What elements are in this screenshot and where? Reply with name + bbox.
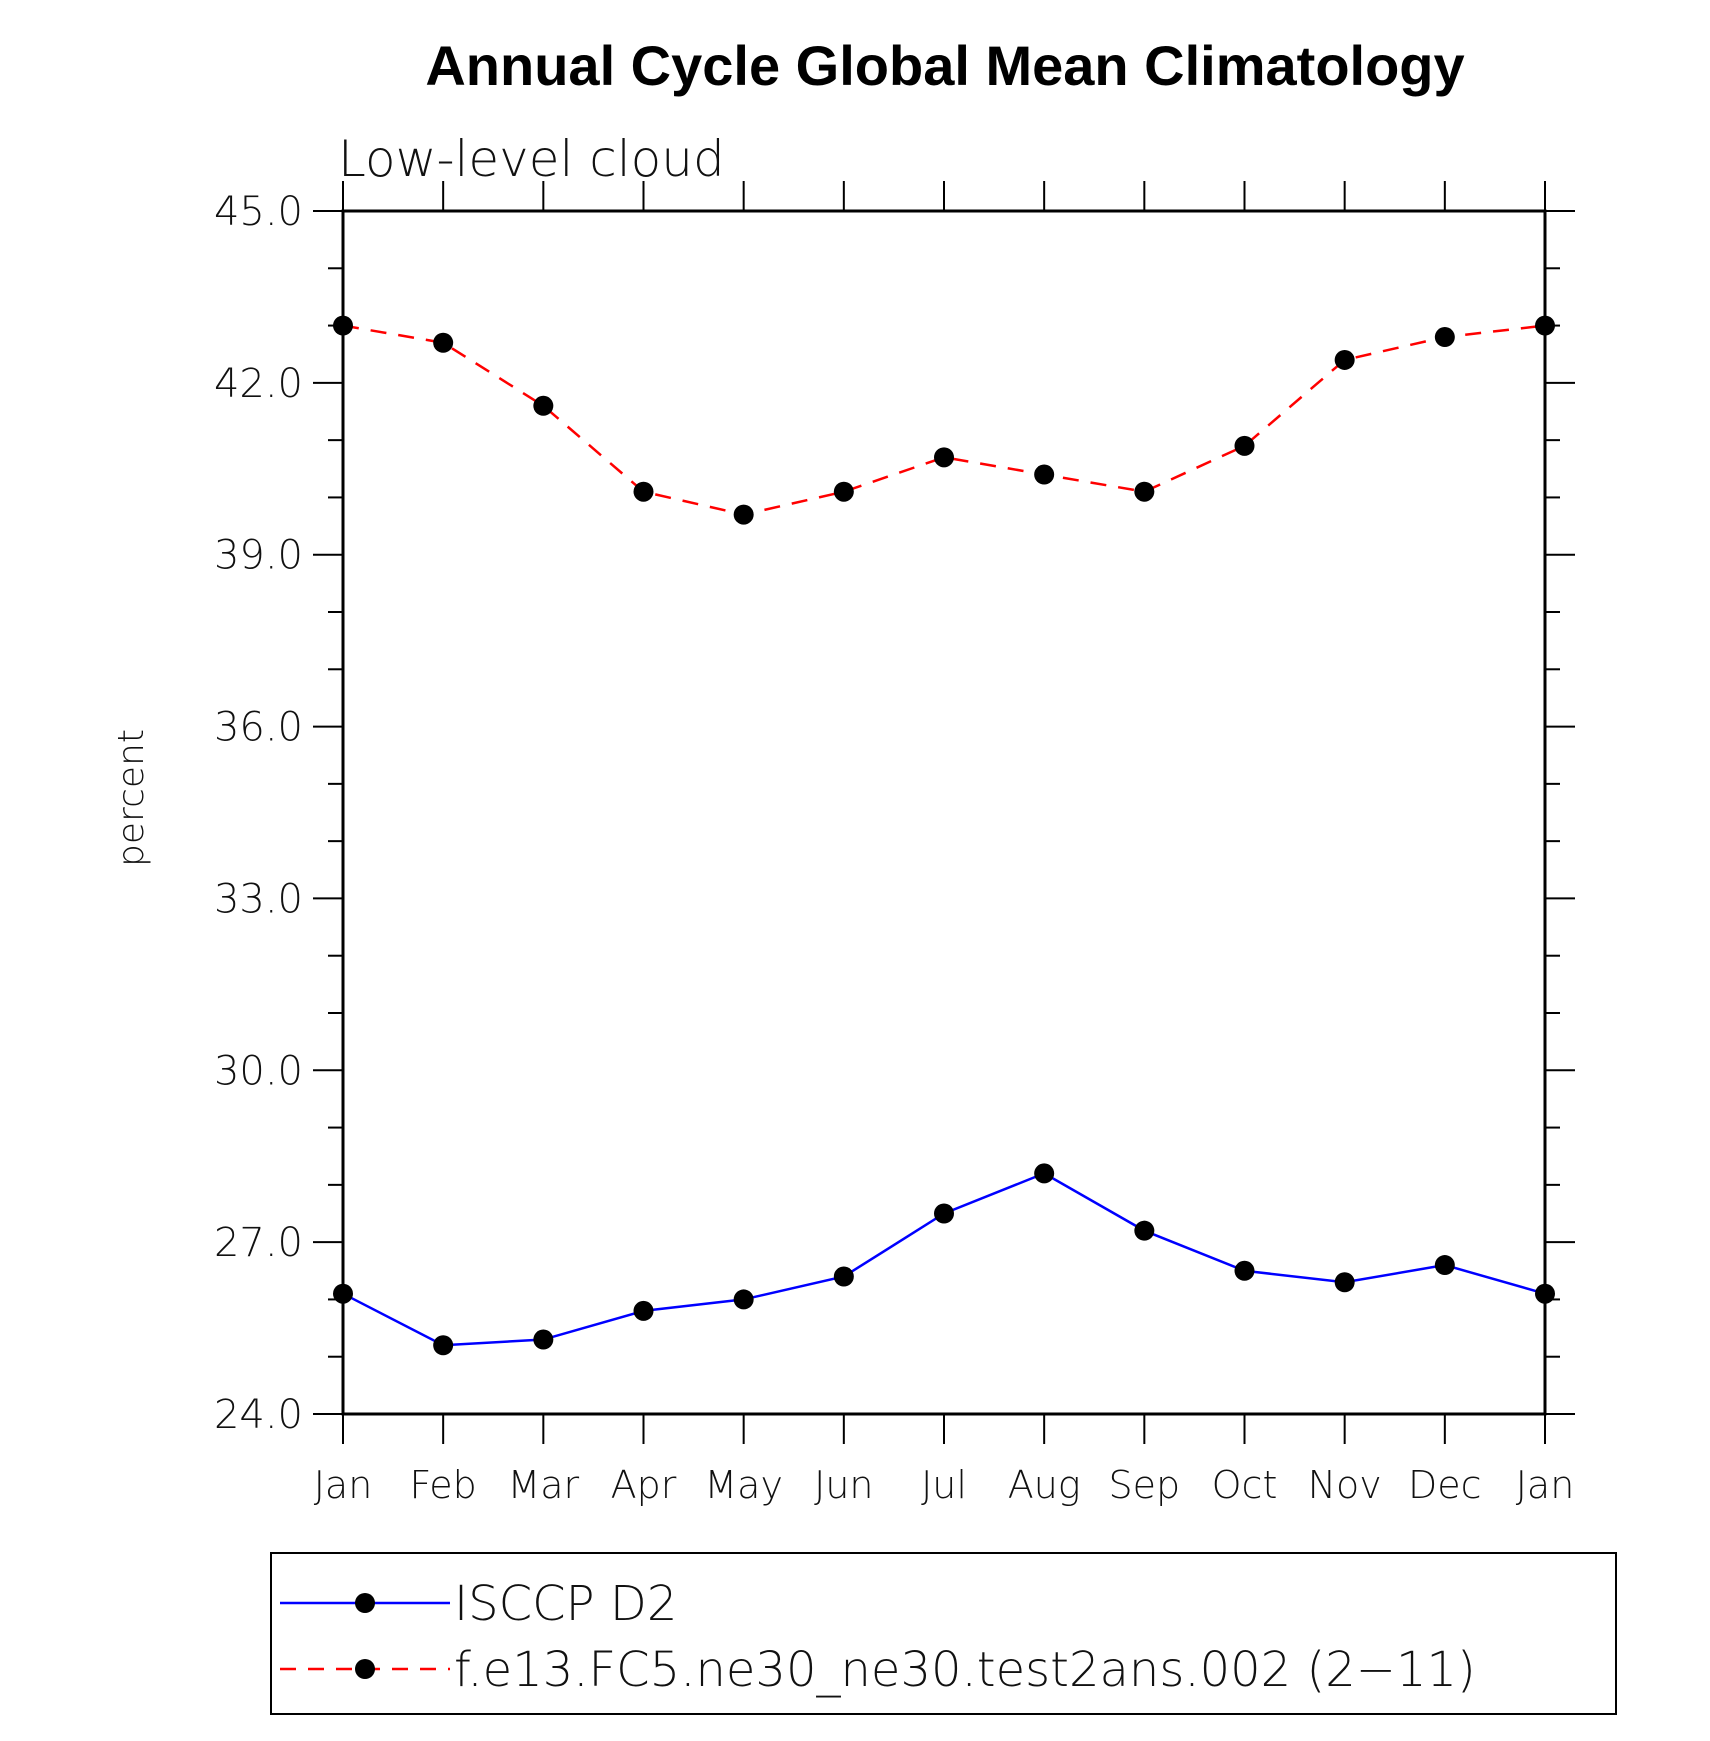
- legend-items: ISCCP D2 f.e13.FC5.ne30_ne30.test2ans.002…: [280, 1576, 1476, 1698]
- x-tick-label: Feb: [410, 1463, 477, 1507]
- y-tick-label: 39.0: [214, 533, 303, 579]
- series-lines: [333, 315, 1555, 1356]
- data-point-series-1: [1034, 1163, 1055, 1184]
- data-point-series-2: [733, 504, 754, 525]
- x-tick-label: Jan: [1516, 1463, 1575, 1507]
- data-point-series-2: [333, 315, 353, 336]
- x-tick-label: Aug: [1008, 1463, 1081, 1507]
- legend-box: [270, 1552, 1617, 1715]
- data-point-series-1: [1134, 1220, 1155, 1241]
- data-point-series-2: [633, 481, 654, 502]
- y-axis-label: percent: [111, 729, 152, 867]
- data-point-series-1: [1234, 1260, 1255, 1281]
- x-tick-label: Oct: [1212, 1463, 1278, 1507]
- plot-frame: [341, 209, 1547, 1416]
- chart-title: Annual Cycle Global Mean Climatology: [425, 34, 1464, 97]
- data-point-series-1: [533, 1329, 554, 1350]
- data-point-series-2: [1334, 349, 1355, 370]
- data-point-series-2: [1034, 464, 1055, 485]
- x-tick-label: Sep: [1109, 1463, 1181, 1507]
- legend-label-2: f.e13.FC5.ne30_ne30.test2ans.002 (2−11): [454, 1642, 1476, 1698]
- x-tick-label: Jul: [921, 1463, 967, 1507]
- x-tick-label: May: [704, 1463, 783, 1507]
- legend-label-1: ISCCP D2: [454, 1576, 677, 1632]
- chart-subtitle: Low-level cloud: [338, 130, 725, 188]
- y-tick-label: 30.0: [214, 1048, 303, 1094]
- data-point-series-1: [433, 1335, 454, 1356]
- data-point-series-1: [333, 1283, 353, 1304]
- data-point-series-2: [533, 395, 554, 416]
- y-tick-label: 45.0: [214, 189, 303, 235]
- data-point-series-1: [633, 1300, 654, 1321]
- x-tick-label: Dec: [1408, 1463, 1482, 1507]
- y-tick-label: 42.0: [214, 361, 303, 407]
- series-line-2: [342, 324, 1546, 516]
- y-tick-label: 24.0: [214, 1392, 303, 1438]
- data-point-series-2: [1535, 315, 1555, 336]
- data-point-series-2: [1234, 435, 1255, 456]
- data-point-series-1: [733, 1289, 754, 1310]
- data-point-series-2: [1434, 327, 1455, 348]
- axis-ticks: [313, 181, 1575, 1444]
- y-tick-label: 27.0: [214, 1220, 303, 1266]
- series-line-1: [342, 1172, 1546, 1347]
- data-point-series-1: [1434, 1255, 1455, 1276]
- x-tick-label: Mar: [507, 1463, 579, 1507]
- data-point-series-1: [833, 1266, 854, 1287]
- data-point-series-1: [934, 1203, 954, 1224]
- x-tick-label: Jun: [814, 1463, 873, 1507]
- y-tick-label: 36.0: [214, 705, 303, 751]
- legend-marker-1: [355, 1593, 375, 1613]
- x-tick-label: Apr: [611, 1463, 677, 1507]
- data-point-series-2: [934, 447, 954, 468]
- y-tick-labels: 24.0 27.0 30.0 33.0 36.0 39.0 42.0 45.0: [214, 189, 303, 1438]
- data-point-series-1: [1535, 1283, 1555, 1304]
- data-point-series-2: [833, 481, 854, 502]
- x-tick-label: Nov: [1308, 1463, 1382, 1507]
- y-tick-label: 33.0: [214, 876, 303, 922]
- x-tick-label: Jan: [314, 1463, 373, 1507]
- legend: ISCCP D2 f.e13.FC5.ne30_ne30.test2ans.002…: [270, 1552, 1617, 1715]
- data-point-series-2: [1134, 481, 1155, 502]
- x-tick-labels: Jan Feb Mar Apr May Jun Jul Aug Sep Oct Nov Dec Jan: [314, 1463, 1575, 1507]
- data-point-series-2: [433, 332, 454, 353]
- legend-marker-2: [355, 1659, 375, 1679]
- data-point-series-1: [1334, 1272, 1355, 1293]
